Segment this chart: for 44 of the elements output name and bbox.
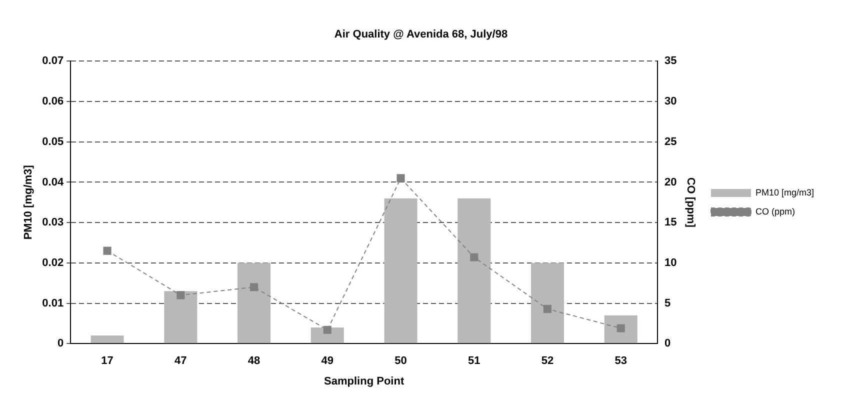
x-tick-label: 48 (248, 355, 260, 368)
y2-tick-label: 10 (664, 256, 677, 269)
bar (164, 291, 198, 344)
bar (604, 315, 638, 344)
y2-tick-label: 0 (664, 338, 671, 350)
x-axis-title: Sampling Point (324, 375, 404, 388)
y-tick-label: 0.01 (42, 297, 64, 310)
bar (90, 336, 124, 344)
bar (238, 262, 271, 344)
point (103, 246, 112, 255)
point (396, 174, 405, 182)
point (543, 304, 552, 313)
x-tick-label: 49 (321, 355, 334, 368)
bar (384, 198, 418, 344)
y-axis-title: PM10 [mg/m3] (22, 164, 35, 240)
y-tick-label: 0.07 (42, 55, 64, 68)
y2-axis-title: CO [ppm] (684, 177, 696, 228)
y-tick-label: 0.02 (42, 256, 64, 269)
point (470, 253, 478, 262)
y-tick-label: 0.03 (42, 216, 64, 229)
x-tick-label: 52 (541, 355, 554, 368)
chart-title: Air Quality @ Avenida 68, July/98 (334, 28, 508, 41)
point (323, 326, 332, 334)
y2-tick-label: 20 (664, 176, 677, 188)
y2-tick-label: 25 (664, 136, 677, 148)
legend-label: PM10 [mg/m3] (755, 187, 814, 198)
y2-tick-label: 35 (664, 55, 677, 68)
y2-tick-label: 15 (664, 216, 677, 229)
x-tick-label: 53 (614, 355, 627, 368)
y-tick-label: 0 (57, 338, 64, 350)
legend-label: CO (ppm) (755, 206, 795, 216)
y-tick-label: 0.06 (42, 96, 64, 108)
y2-tick-label: 5 (664, 297, 671, 310)
x-tick-label: 51 (468, 355, 480, 368)
bar (530, 262, 564, 344)
x-tick-label: 50 (394, 355, 407, 368)
y-tick-label: 0.05 (42, 136, 64, 148)
y-tick-label: 0.04 (42, 176, 64, 188)
point (250, 283, 258, 292)
bar (458, 198, 491, 344)
x-tick-label: 47 (174, 355, 187, 368)
point (176, 291, 185, 300)
y2-tick-label: 30 (664, 96, 677, 108)
x-tick-label: 17 (101, 355, 114, 368)
